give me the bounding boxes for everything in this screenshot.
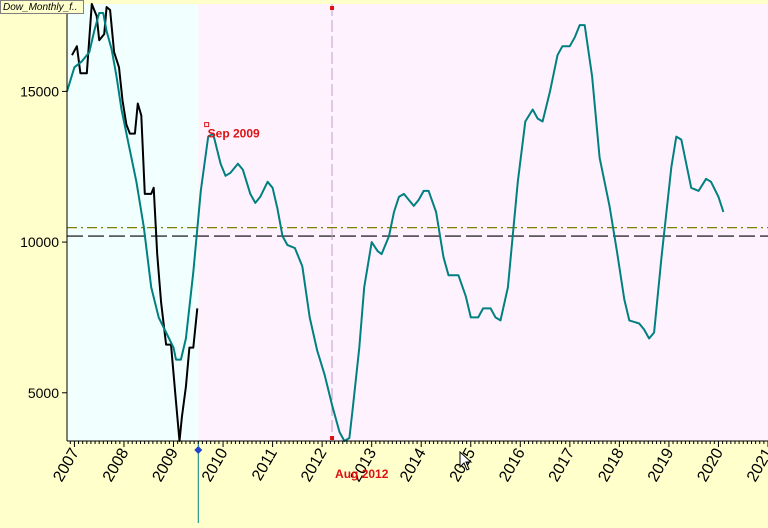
x-tick-label: 2007 — [50, 445, 83, 484]
horizontal-lines — [67, 227, 768, 237]
x-tick-label: 2009 — [149, 445, 182, 484]
vline-marker-bottom — [330, 436, 335, 440]
x-tick-label: 2011 — [249, 445, 281, 483]
shaded-region-1 — [198, 4, 768, 441]
shaded-regions — [67, 4, 768, 441]
x-tick-label: 2012 — [298, 445, 331, 484]
vline-marker-top — [330, 6, 335, 10]
x-tick-label: 2017 — [546, 445, 579, 484]
x-tick-label: 2010 — [199, 445, 232, 484]
annotation-sep-2009: Sep 2009 — [208, 127, 260, 141]
annotations: Sep 2009 Aug 2012 — [204, 122, 389, 481]
vertical-lines — [194, 4, 335, 523]
annotation-marker — [204, 122, 210, 128]
y-tick-label: 5000 — [28, 385, 59, 401]
cursor-marker-icon — [194, 446, 203, 454]
x-tick-label: 2019 — [645, 445, 678, 484]
y-tick-label: 10000 — [20, 234, 59, 250]
annotation-aug-2012: Aug 2012 — [335, 467, 389, 481]
shaded-region-0 — [67, 4, 199, 441]
x-tick-label: 2016 — [496, 445, 529, 484]
x-tick-label: 2020 — [694, 445, 727, 484]
x-tick-label: 2014 — [397, 445, 430, 484]
series-model-line — [66, 12, 725, 442]
chart-tab-title[interactable]: Dow_Monthly_f.. — [0, 0, 84, 14]
y-tick-label: 15000 — [20, 83, 59, 99]
x-tick-label: 2021 — [744, 445, 768, 484]
x-tick-label: 2015 — [447, 445, 480, 484]
x-tick-label: 2018 — [595, 445, 628, 484]
series-lines — [66, 3, 725, 442]
x-tick-label: 2008 — [100, 445, 133, 484]
mouse-cursor-icon — [459, 450, 473, 471]
